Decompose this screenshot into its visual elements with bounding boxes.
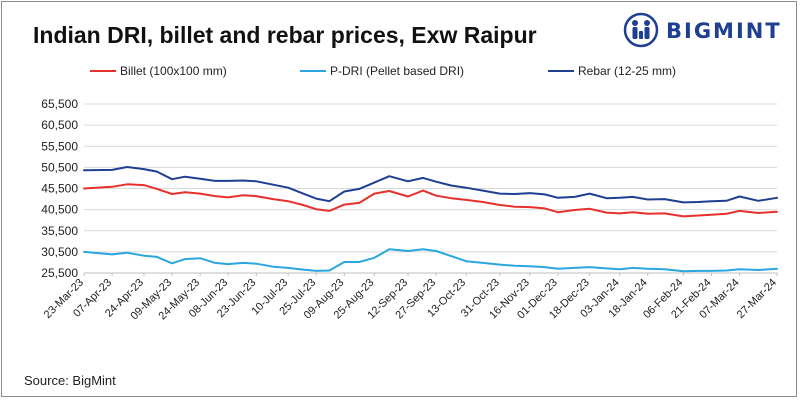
legend-label: P-DRI (Pellet based DRI)	[330, 64, 464, 78]
legend-label: Billet (100x100 mm)	[120, 64, 227, 78]
y-tick-label: 45,500	[41, 182, 78, 196]
series-line	[83, 248, 778, 273]
chart-title: Indian DRI, billet and rebar prices, Exw…	[33, 22, 537, 48]
y-tick-label: 30,500	[41, 245, 78, 259]
bigmint-people-icon	[623, 12, 659, 48]
source-note: Source: BigMint	[24, 373, 116, 388]
y-tick-label: 50,500	[41, 160, 78, 174]
bigmint-logo: BIGMINT	[623, 12, 783, 48]
y-tick-label: 55,500	[41, 139, 78, 153]
y-tick-label: 25,500	[41, 266, 78, 280]
y-tick-label: 65,500	[41, 97, 78, 111]
bigmint-logo-text: BIGMINT	[666, 19, 782, 43]
y-tick-label: 35,500	[41, 224, 78, 238]
y-tick-label: 40,500	[41, 203, 78, 217]
series-line	[83, 183, 778, 218]
series-line	[83, 166, 778, 204]
y-tick-label: 60,500	[41, 118, 78, 132]
legend-label: Rebar (12-25 mm)	[578, 64, 676, 78]
x-tick-label: 27-Mar-24	[735, 277, 779, 321]
